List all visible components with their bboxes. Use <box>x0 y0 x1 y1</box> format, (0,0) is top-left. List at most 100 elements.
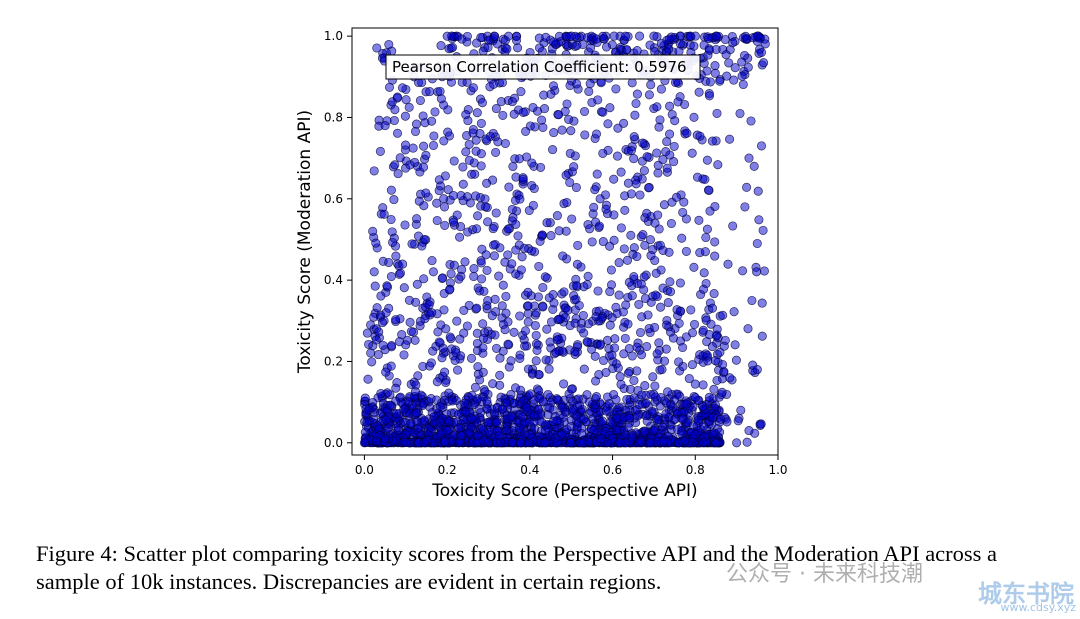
scatter-point <box>650 255 660 266</box>
scatter-point <box>562 99 572 109</box>
scatter-point <box>717 387 727 397</box>
scatter-point <box>383 423 393 433</box>
figure-caption: Figure 4: Scatter plot comparing toxicit… <box>36 541 998 594</box>
scatter-point <box>469 264 479 274</box>
scatter-point <box>542 218 552 228</box>
scatter-point <box>551 348 561 358</box>
scatter-point <box>756 47 767 57</box>
scatter-point <box>439 194 449 204</box>
scatter-point <box>725 373 735 383</box>
scatter-point <box>549 37 559 47</box>
scatter-point <box>674 318 684 328</box>
scatter-point <box>378 340 388 350</box>
scatter-point <box>670 77 681 88</box>
scatter-point <box>606 265 616 275</box>
scatter-point <box>615 438 625 448</box>
scatter-point <box>587 344 597 354</box>
scatter-point <box>650 381 660 391</box>
scatter-point <box>362 417 372 427</box>
y-tick-label: 0.4 <box>324 273 343 287</box>
scatter-point <box>655 302 666 312</box>
scatter-point <box>570 347 580 357</box>
scatter-point <box>503 224 513 234</box>
scatter-point <box>675 391 685 401</box>
scatter-point <box>530 122 540 132</box>
scatter-point <box>661 344 671 354</box>
scatter-point <box>703 185 714 195</box>
scatter-point <box>554 314 564 324</box>
scatter-point <box>457 34 467 44</box>
scatter-point <box>636 436 646 446</box>
scatter-point <box>687 328 698 338</box>
scatter-point <box>601 204 611 214</box>
scatter-point <box>468 128 478 138</box>
scatter-point <box>509 109 519 119</box>
scatter-point <box>463 227 473 237</box>
scatter-point <box>713 160 723 170</box>
scatter-point <box>593 95 603 105</box>
scatter-point <box>541 32 551 42</box>
scatter-point <box>399 283 409 293</box>
scatter-point <box>605 103 615 113</box>
scatter-point <box>569 162 579 172</box>
scatter-point <box>695 131 705 141</box>
scatter-point <box>498 280 508 290</box>
scatter-point <box>549 298 559 308</box>
scatter-point <box>500 325 510 335</box>
scatter-point <box>425 87 435 97</box>
scatter-point <box>656 84 666 94</box>
scatter-point <box>635 327 646 338</box>
scatter-point <box>517 252 527 262</box>
scatter-point <box>709 384 719 394</box>
scatter-point <box>388 436 398 446</box>
scatter-point <box>729 75 739 85</box>
scatter-point <box>397 83 408 93</box>
scatter-point <box>743 324 753 334</box>
scatter-point <box>606 280 617 290</box>
scatter-point <box>483 35 494 45</box>
scatter-point <box>552 394 562 404</box>
scatter-point <box>437 353 447 363</box>
scatter-point <box>469 271 479 282</box>
scatter-point <box>400 220 410 230</box>
scatter-point <box>516 265 526 275</box>
scatter-point <box>518 107 528 117</box>
scatter-point <box>367 357 377 367</box>
scatter-point <box>596 78 606 88</box>
scatter-point <box>489 240 499 250</box>
scatter-point <box>651 290 661 300</box>
scatter-point <box>640 240 650 250</box>
scatter-point <box>702 155 712 165</box>
plot-frame <box>351 27 779 456</box>
scatter-point <box>689 112 699 122</box>
scatter-point <box>559 287 569 297</box>
scatter-point <box>690 31 700 41</box>
scatter-point <box>579 106 590 117</box>
scatter-point <box>665 287 676 297</box>
scatter-point <box>728 38 738 48</box>
scatter-point <box>483 296 493 306</box>
scatter-point <box>471 191 481 201</box>
scatter-point <box>482 265 492 275</box>
scatter-point <box>585 79 595 89</box>
scatter-point <box>439 202 450 212</box>
scatter-point <box>472 338 482 348</box>
scatter-point <box>541 355 551 365</box>
scatter-point <box>410 335 420 345</box>
scatter-point <box>730 63 740 73</box>
scatter-point <box>473 211 483 221</box>
scatter-point <box>632 366 642 376</box>
scatter-point <box>629 154 639 164</box>
scatter-point <box>440 436 450 447</box>
scatter-point <box>689 262 699 272</box>
scatter-point <box>718 359 728 370</box>
scatter-point <box>675 31 685 41</box>
scatter-point <box>440 220 450 230</box>
scatter-point <box>611 425 621 435</box>
scatter-point <box>411 380 421 390</box>
scatter-point <box>491 147 501 157</box>
scatter-point <box>480 387 490 397</box>
scatter-point <box>461 110 471 120</box>
scatter-point <box>381 367 391 377</box>
